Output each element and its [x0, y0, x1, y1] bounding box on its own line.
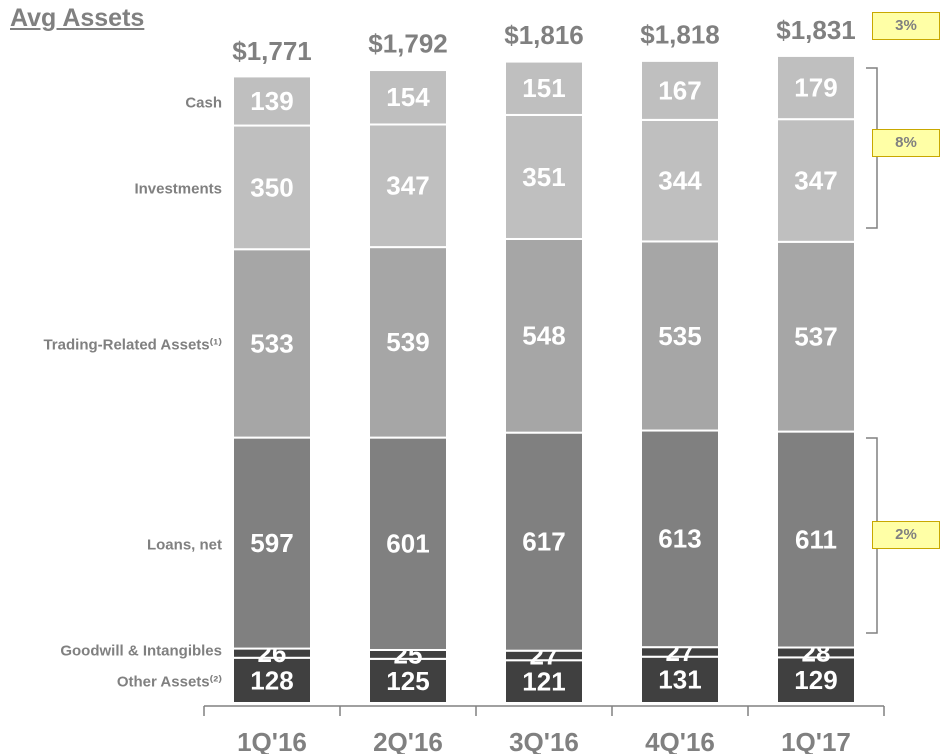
value-label: 151 [522, 73, 565, 103]
x-tick-label: 1Q'17 [781, 727, 851, 754]
bar-segment [776, 118, 856, 243]
total-label: $1,816 [504, 20, 584, 50]
chart-title: Avg Assets [10, 4, 145, 32]
x-tick-label: 4Q'16 [645, 727, 715, 754]
bar-segment [232, 656, 312, 704]
series-label: Goodwill & Intangibles [60, 642, 222, 660]
value-label: 350 [250, 172, 293, 202]
value-label: 121 [522, 666, 565, 696]
total-label: $1,831 [776, 15, 856, 45]
value-label: 128 [250, 665, 293, 695]
value-label: 131 [658, 665, 701, 695]
x-tick-label: 2Q'16 [373, 727, 443, 754]
value-label: 347 [386, 171, 429, 201]
value-label: 617 [522, 527, 565, 557]
value-label: 344 [658, 166, 702, 196]
total-label: $1,818 [640, 19, 720, 49]
bar-segment [232, 248, 312, 439]
total-label: $1,771 [232, 36, 312, 66]
value-label: 347 [794, 165, 837, 195]
series-label: Other Assets⁽²⁾ [116, 673, 222, 691]
series-label: Trading-Related Assets⁽¹⁾ [43, 336, 222, 354]
value-label: 167 [658, 75, 701, 105]
bar-segment [504, 237, 584, 434]
bar-segment [232, 436, 312, 650]
value-label: 154 [386, 82, 430, 112]
value-label: 533 [250, 328, 293, 358]
annotation: 2% [872, 521, 940, 549]
value-label: 597 [250, 528, 293, 558]
bar-segment [776, 240, 856, 433]
value-label: 351 [522, 162, 565, 192]
bar-segment [368, 123, 448, 249]
bar-segment [368, 69, 448, 126]
value-label: 601 [386, 529, 429, 559]
value-label: 139 [250, 86, 293, 116]
bar-segment [368, 436, 448, 651]
bar-segment [776, 54, 856, 121]
bar-segment [232, 75, 312, 127]
series-label: Loans, net [146, 536, 222, 554]
value-label: 535 [658, 321, 701, 351]
value-label: 539 [386, 327, 429, 357]
bar-segment [504, 431, 584, 652]
bar-segment [368, 246, 448, 439]
value-label: 125 [386, 666, 429, 696]
series-label: Investments [134, 180, 222, 198]
bar-segment [232, 124, 312, 251]
bar-segment [368, 657, 448, 705]
value-label: 548 [522, 321, 565, 351]
bar-segment [776, 656, 856, 704]
bar-segment [640, 429, 720, 649]
value-label: 129 [794, 665, 837, 695]
annotation: 3% [872, 12, 940, 40]
value-label: 613 [658, 524, 701, 554]
value-label: 611 [795, 524, 837, 554]
x-tick-label: 1Q'16 [237, 727, 307, 754]
bar-segment [504, 113, 584, 240]
value-label: 537 [794, 322, 837, 352]
value-label: 179 [794, 72, 837, 102]
total-label: $1,792 [368, 29, 448, 59]
bar-segment [504, 60, 584, 116]
annotation: 8% [872, 129, 940, 157]
bar-segment [640, 59, 720, 121]
bar-segment [776, 430, 856, 649]
x-tick-label: 3Q'16 [509, 727, 579, 754]
series-label: Cash [185, 94, 222, 112]
